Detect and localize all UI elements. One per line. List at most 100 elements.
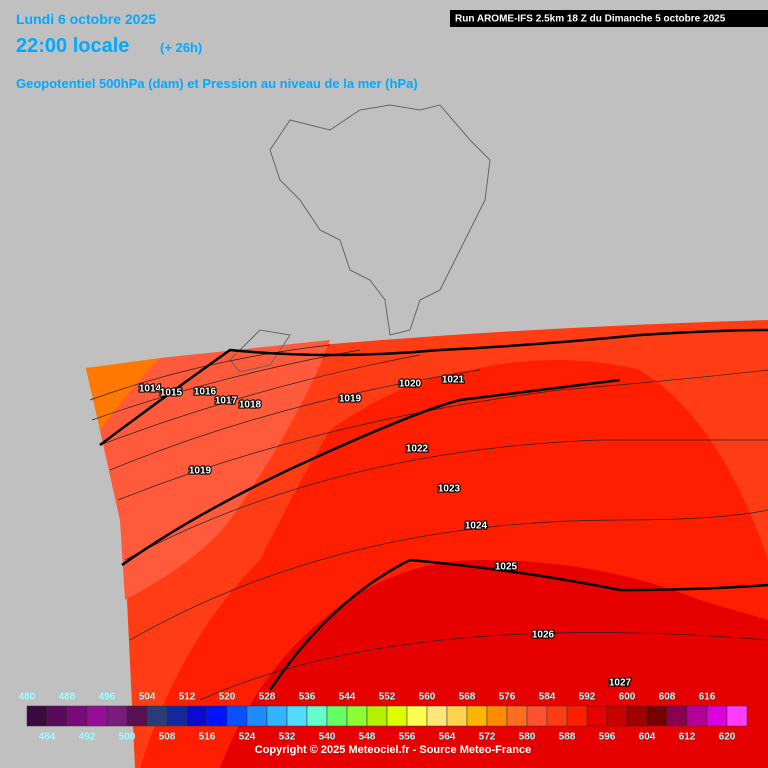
scale-swatch (726, 705, 748, 727)
scale-label: 480 (19, 692, 36, 703)
scale-swatch (686, 705, 708, 727)
isobar-label: 1021 (442, 375, 465, 386)
scale-label: 528 (259, 692, 276, 703)
scale-swatch (706, 705, 728, 727)
isobar-label: 1019 (339, 394, 362, 405)
scale-swatch (606, 705, 628, 727)
scale-label: 524 (239, 732, 256, 743)
scale-label: 556 (399, 732, 416, 743)
isobar-label: 1018 (239, 400, 262, 411)
scale-label: 504 (139, 692, 156, 703)
scale-swatch (146, 705, 168, 727)
scale-label: 568 (459, 692, 476, 703)
scale-label: 616 (699, 692, 716, 703)
scale-label: 516 (199, 732, 216, 743)
scale-label: 604 (639, 732, 656, 743)
map (86, 104, 768, 768)
scale-label: 496 (99, 692, 116, 703)
scale-swatch (246, 705, 268, 727)
scale-swatch (386, 705, 408, 727)
isobar-label: 1015 (160, 388, 183, 399)
date: Lundi 6 octobre 2025 (16, 11, 156, 27)
scale-label: 488 (59, 692, 76, 703)
run-banner (450, 10, 768, 27)
scale-label: 508 (159, 732, 176, 743)
scale-swatch (406, 705, 428, 727)
subtitle: Geopotentiel 500hPa (dam) et Pression au… (16, 76, 418, 91)
scale-swatch (166, 705, 188, 727)
scale-label: 492 (79, 732, 96, 743)
isobar-label: 1025 (495, 562, 518, 573)
copyright: Copyright © 2025 Meteociel.fr - Source M… (255, 744, 531, 756)
scale-label: 552 (379, 692, 396, 703)
scale-swatch (626, 705, 648, 727)
scale-swatch (366, 705, 388, 727)
scale-label: 576 (499, 692, 516, 703)
scale-label: 588 (559, 732, 576, 743)
scale-swatch (506, 705, 528, 727)
scale-swatch (266, 705, 288, 727)
scale-swatch (666, 705, 688, 727)
scale-swatch (526, 705, 548, 727)
scale-label: 608 (659, 692, 676, 703)
contour-thick (99, 328, 768, 691)
scale-label: 512 (179, 692, 196, 703)
scale-label: 596 (599, 732, 616, 743)
isobar-label: 1023 (438, 484, 461, 495)
scale-swatch (586, 705, 608, 727)
scale-swatch (286, 705, 308, 727)
scale-swatch (186, 705, 208, 727)
scale-label: 600 (619, 692, 636, 703)
scale-label: 520 (219, 692, 236, 703)
zone-light (100, 340, 330, 600)
run-info: Run AROME-IFS 2.5km 18 Z du Dimanche 5 o… (455, 14, 726, 25)
scale-label: 560 (419, 692, 436, 703)
isobar-label: 1019 (189, 466, 212, 477)
time: 22:00 locale (16, 35, 129, 57)
zone-orange (86, 358, 160, 430)
isobar-label: 1017 (215, 396, 238, 407)
scale-label: 548 (359, 732, 376, 743)
scale-label: 572 (479, 732, 496, 743)
scale-label: 484 (39, 732, 56, 743)
scale-label: 564 (439, 732, 456, 743)
scale-label: 620 (719, 732, 736, 743)
scale-swatch (46, 705, 68, 727)
coast (229, 104, 491, 373)
isobar-label: 1026 (532, 630, 555, 641)
scale-label: 584 (539, 692, 556, 703)
scale-swatch (486, 705, 508, 727)
scale-label: 536 (299, 692, 316, 703)
scale-swatch (566, 705, 588, 727)
scale-swatch (206, 705, 228, 727)
scale-swatch (426, 705, 448, 727)
scale-swatch (466, 705, 488, 727)
isobar-label: 1020 (399, 379, 422, 390)
scale-label: 544 (339, 692, 356, 703)
scale-swatch (646, 705, 668, 727)
scale-label: 592 (579, 692, 596, 703)
scale-swatch (546, 705, 568, 727)
scale-swatch (346, 705, 368, 727)
isobar (89, 344, 768, 701)
scale-label: 500 (119, 732, 136, 743)
scale-swatch (446, 705, 468, 727)
scale-label: 540 (319, 732, 336, 743)
lead: (+ 26h) (160, 40, 202, 55)
scale-swatch (86, 705, 108, 727)
isobar-label: 1016 (194, 387, 217, 398)
isobar-label: 1014 (139, 384, 162, 395)
isobar-label: 1027 (609, 678, 632, 689)
scale-swatch (306, 705, 328, 727)
scale-label: 612 (679, 732, 696, 743)
isobar-label: 1022 (406, 444, 429, 455)
scale-swatch (66, 705, 88, 727)
scale-label: 532 (279, 732, 296, 743)
scale-swatch (326, 705, 348, 727)
scale-swatch (26, 705, 48, 727)
scale-swatch (126, 705, 148, 727)
scale-swatch (226, 705, 248, 727)
isobar-label: 1024 (465, 521, 488, 532)
scale-swatch (106, 705, 128, 727)
